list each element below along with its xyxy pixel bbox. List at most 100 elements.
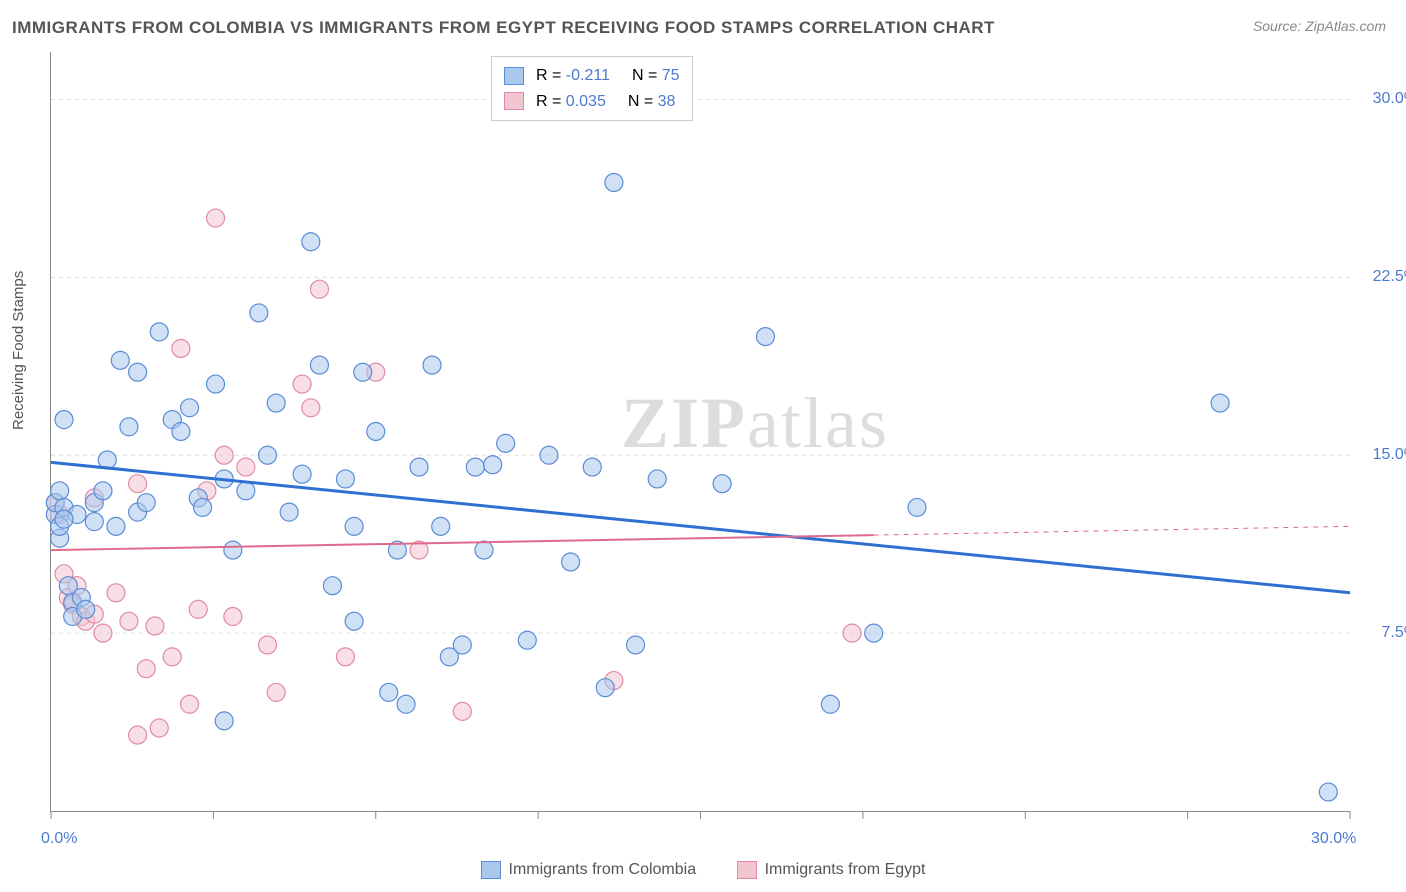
data-point bbox=[821, 695, 839, 713]
legend-label-colombia: Immigrants from Colombia bbox=[509, 861, 697, 879]
data-point bbox=[518, 631, 536, 649]
x-tick-label: 0.0% bbox=[41, 830, 77, 848]
data-point bbox=[336, 470, 354, 488]
n-label: N = bbox=[628, 93, 653, 110]
data-point bbox=[259, 636, 277, 654]
r-label: R = bbox=[536, 93, 561, 110]
y-tick-label: 30.0% bbox=[1373, 90, 1406, 108]
data-point bbox=[380, 683, 398, 701]
swatch-colombia bbox=[481, 861, 501, 879]
data-point bbox=[107, 584, 125, 602]
correlation-row-2: R = 0.035 N = 38 bbox=[504, 89, 680, 115]
data-point bbox=[120, 612, 138, 630]
data-point bbox=[345, 612, 363, 630]
data-point bbox=[51, 482, 69, 500]
data-point bbox=[224, 608, 242, 626]
data-point bbox=[302, 399, 320, 417]
data-point bbox=[172, 423, 190, 441]
source-attribution: Source: ZipAtlas.com bbox=[1253, 18, 1386, 34]
data-point bbox=[323, 577, 341, 595]
data-point bbox=[267, 394, 285, 412]
data-point bbox=[237, 482, 255, 500]
data-point bbox=[280, 503, 298, 521]
data-point bbox=[908, 498, 926, 516]
data-point bbox=[55, 510, 73, 528]
data-point bbox=[189, 600, 207, 618]
data-point bbox=[756, 328, 774, 346]
data-point bbox=[475, 541, 493, 559]
data-point bbox=[453, 702, 471, 720]
y-axis-label: Receiving Food Stamps bbox=[10, 271, 27, 430]
data-point bbox=[207, 375, 225, 393]
data-point bbox=[310, 280, 328, 298]
data-point bbox=[129, 726, 147, 744]
data-point bbox=[55, 411, 73, 429]
plot-svg bbox=[51, 52, 1350, 811]
data-point bbox=[432, 517, 450, 535]
data-point bbox=[137, 660, 155, 678]
data-point bbox=[181, 399, 199, 417]
data-point bbox=[207, 209, 225, 227]
data-point bbox=[648, 470, 666, 488]
data-point bbox=[94, 482, 112, 500]
series-legend: Immigrants from Colombia Immigrants from… bbox=[0, 861, 1406, 884]
legend-label-egypt: Immigrants from Egypt bbox=[765, 861, 926, 879]
swatch-egypt bbox=[504, 92, 524, 110]
data-point bbox=[181, 695, 199, 713]
data-point bbox=[345, 517, 363, 535]
data-point bbox=[129, 363, 147, 381]
plot-area: ZIPatlas R = -0.211 N = 75 R = 0.035 N =… bbox=[50, 52, 1350, 812]
data-point bbox=[194, 498, 212, 516]
data-point bbox=[302, 233, 320, 251]
data-point bbox=[237, 458, 255, 476]
data-point bbox=[150, 323, 168, 341]
data-point bbox=[423, 356, 441, 374]
data-point bbox=[1319, 783, 1337, 801]
data-point bbox=[605, 173, 623, 191]
swatch-colombia bbox=[504, 67, 524, 85]
data-point bbox=[596, 679, 614, 697]
data-point bbox=[137, 494, 155, 512]
data-point bbox=[77, 600, 95, 618]
data-point bbox=[215, 712, 233, 730]
data-point bbox=[865, 624, 883, 642]
data-point bbox=[336, 648, 354, 666]
data-point bbox=[129, 475, 147, 493]
data-point bbox=[583, 458, 601, 476]
n-label: N = bbox=[632, 67, 657, 84]
data-point bbox=[453, 636, 471, 654]
chart-title: IMMIGRANTS FROM COLOMBIA VS IMMIGRANTS F… bbox=[12, 18, 995, 38]
y-tick-label: 22.5% bbox=[1373, 268, 1406, 286]
data-point bbox=[354, 363, 372, 381]
data-point bbox=[562, 553, 580, 571]
data-point bbox=[146, 617, 164, 635]
data-point bbox=[497, 434, 515, 452]
data-point bbox=[259, 446, 277, 464]
data-point bbox=[94, 624, 112, 642]
n-value-2: 38 bbox=[658, 93, 676, 110]
data-point bbox=[397, 695, 415, 713]
y-tick-label: 15.0% bbox=[1373, 446, 1406, 464]
legend-item-egypt: Immigrants from Egypt bbox=[737, 861, 926, 879]
data-point bbox=[150, 719, 168, 737]
data-point bbox=[310, 356, 328, 374]
data-point bbox=[410, 458, 428, 476]
r-label: R = bbox=[536, 67, 561, 84]
data-point bbox=[627, 636, 645, 654]
data-point bbox=[111, 351, 129, 369]
data-point bbox=[172, 339, 190, 357]
data-point bbox=[224, 541, 242, 559]
data-point bbox=[293, 375, 311, 393]
data-point bbox=[540, 446, 558, 464]
data-point bbox=[484, 456, 502, 474]
data-point bbox=[1211, 394, 1229, 412]
x-tick-label: 30.0% bbox=[1311, 830, 1356, 848]
data-point bbox=[163, 648, 181, 666]
data-point bbox=[85, 513, 103, 531]
y-tick-label: 7.5% bbox=[1382, 624, 1406, 642]
correlation-legend: R = -0.211 N = 75 R = 0.035 N = 38 bbox=[491, 56, 693, 121]
data-point bbox=[267, 683, 285, 701]
data-point bbox=[215, 446, 233, 464]
swatch-egypt bbox=[737, 861, 757, 879]
data-point bbox=[250, 304, 268, 322]
